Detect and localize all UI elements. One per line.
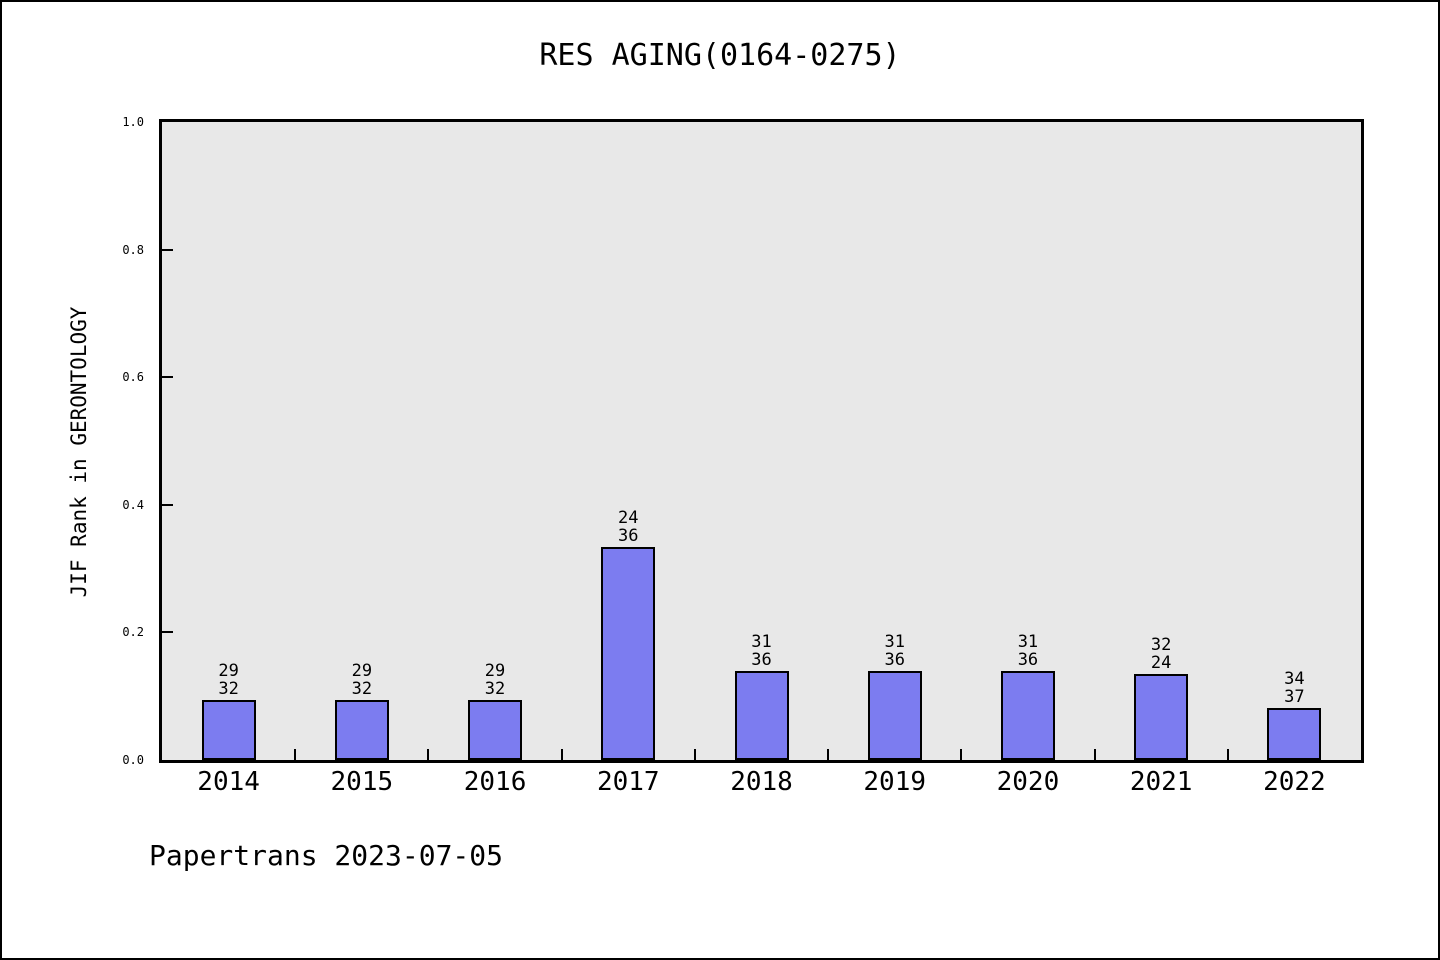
y-axis-label: JIF Rank in GERONTOLOGY — [67, 306, 91, 598]
x-tick-label-2022: 2022 — [1263, 767, 1326, 797]
bar-2018 — [734, 671, 789, 760]
x-tick-label-2021: 2021 — [1129, 767, 1193, 797]
x-tick-label-2015: 2015 — [330, 767, 394, 797]
bar-value-label: 31 36 — [1017, 632, 1039, 670]
x-tick-mark — [1226, 749, 1229, 760]
x-tick-label-2016: 2016 — [463, 767, 527, 797]
bar-value-label: 31 36 — [751, 632, 772, 670]
x-tick-label-2019: 2019 — [863, 767, 927, 797]
x-tick-mark — [693, 749, 696, 760]
footer-watermark: Papertrans 2023-07-05 — [149, 839, 504, 872]
y-tick-label: 0.8 — [122, 242, 144, 257]
y-tick-mark — [162, 376, 173, 379]
bar-value-label: 34 37 — [1284, 669, 1305, 707]
x-tick-mark — [427, 749, 430, 760]
y-tick-label: 0.4 — [122, 497, 144, 512]
bar-value-label: 29 32 — [218, 661, 239, 699]
bar-value-label: 29 32 — [484, 661, 506, 699]
x-tick-mark — [960, 749, 963, 760]
bar-2016 — [468, 700, 523, 760]
x-tick-mark — [1093, 749, 1096, 760]
bar-2014 — [201, 700, 256, 760]
x-tick-label-2020: 2020 — [996, 767, 1060, 797]
y-tick-label: 0.6 — [122, 370, 144, 385]
x-tick-label-2018: 2018 — [730, 767, 793, 797]
x-tick-label-2017: 2017 — [596, 767, 660, 797]
chart-title: RES AGING(0164-0275) — [539, 38, 901, 73]
bar-value-label: 29 32 — [351, 661, 373, 699]
x-tick-mark — [560, 749, 563, 760]
y-tick-mark — [162, 631, 173, 634]
bar-value-label: 31 36 — [884, 632, 905, 670]
x-tick-mark — [294, 749, 297, 760]
bar-value-label: 32 24 — [1150, 635, 1172, 673]
x-tick-mark — [827, 749, 830, 760]
y-tick-mark — [162, 248, 173, 251]
bar-2022 — [1267, 708, 1322, 760]
bar-value-label: 24 36 — [618, 508, 639, 546]
x-tick-label-2014: 2014 — [197, 767, 260, 797]
bar-2021 — [1134, 674, 1189, 760]
y-tick-mark — [162, 503, 173, 506]
plot-area: 29 32 29 32 29 32 24 36 31 36 31 36 31 36 32 24… — [159, 119, 1364, 763]
bar-2020 — [1000, 671, 1055, 760]
y-tick-label: 0.0 — [122, 753, 144, 767]
bar-2019 — [867, 671, 922, 760]
y-tick-label: 1.0 — [122, 115, 144, 129]
y-tick-label: 0.2 — [122, 625, 144, 640]
bar-2015 — [334, 700, 389, 760]
bar-2017 — [601, 547, 656, 760]
